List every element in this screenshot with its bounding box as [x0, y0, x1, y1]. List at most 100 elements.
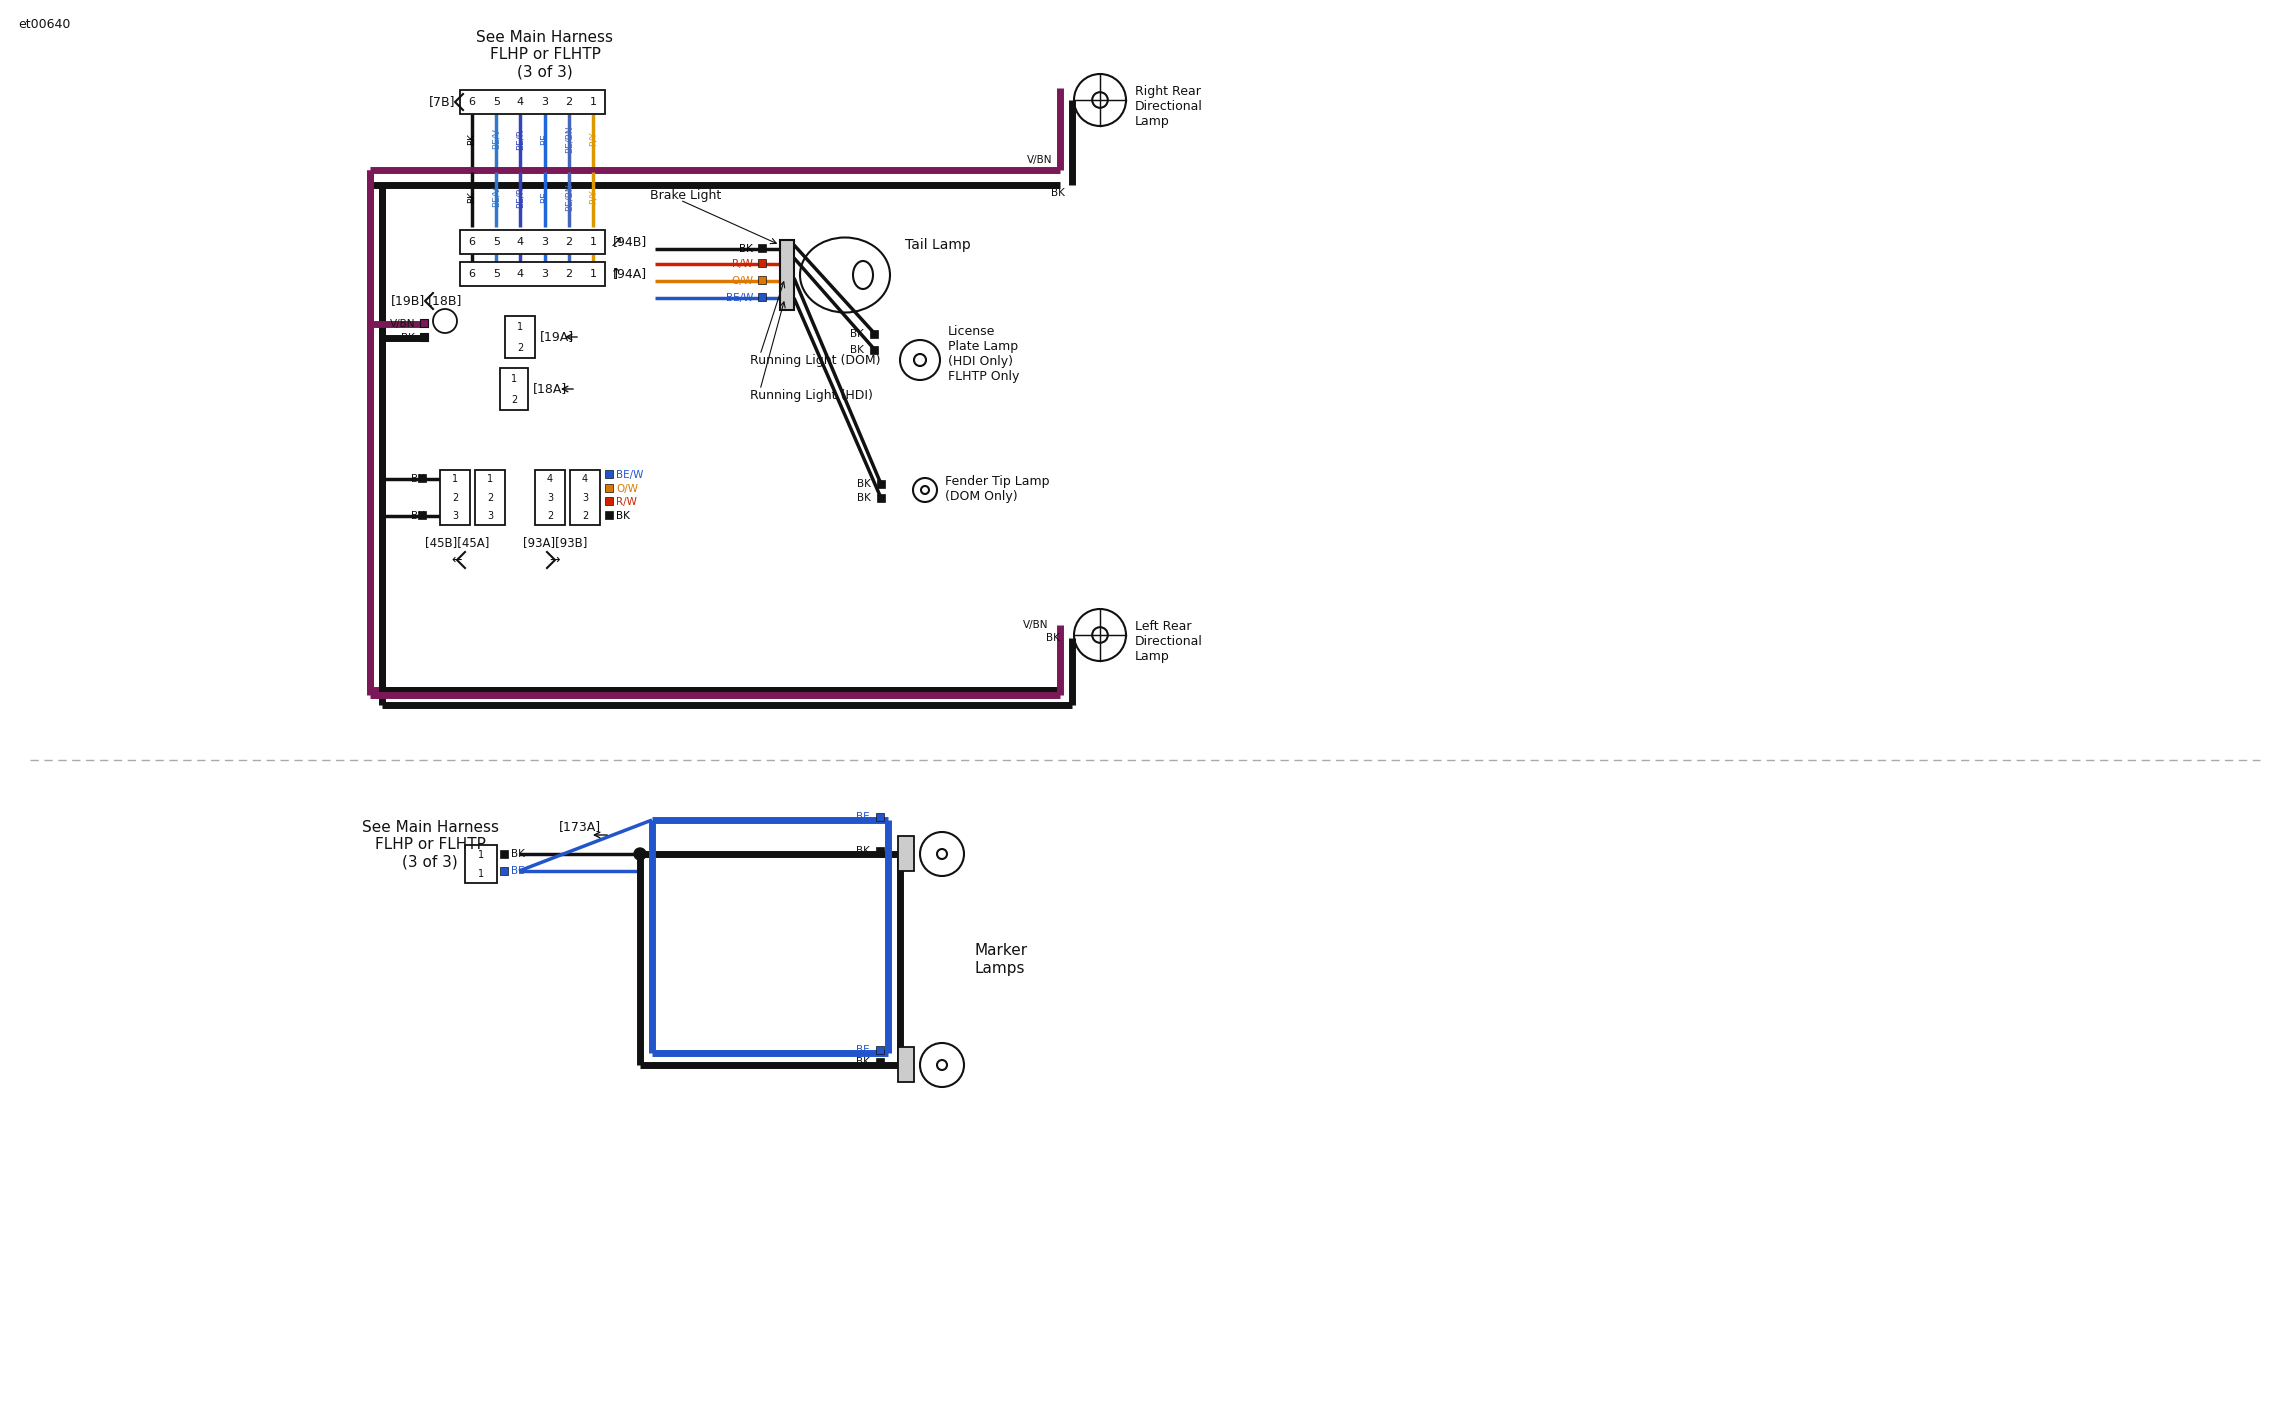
Text: 4: 4 [516, 237, 525, 247]
Text: 3: 3 [541, 97, 548, 107]
Bar [876, 814, 885, 821]
Text: et00640: et00640 [18, 19, 71, 31]
Bar [461, 262, 605, 286]
Text: 2: 2 [511, 395, 518, 405]
Text: 6: 6 [468, 237, 475, 247]
Bar [605, 470, 612, 477]
Text: 2: 2 [564, 269, 573, 279]
Text: See Main Harness
FLHP or FLHTP
(3 of 3): See Main Harness FLHP or FLHTP (3 of 3) [362, 819, 498, 869]
Bar [420, 333, 429, 341]
Text: 1: 1 [589, 237, 596, 247]
Bar [876, 480, 885, 487]
Text: 1: 1 [516, 322, 523, 332]
Text: BE: BE [855, 812, 869, 822]
Text: →: → [550, 553, 559, 567]
Text: 1: 1 [477, 849, 484, 859]
Text: ←: ← [452, 553, 463, 567]
Circle shape [633, 848, 647, 861]
Text: 3: 3 [541, 269, 548, 279]
Text: V/BN: V/BN [1023, 620, 1048, 630]
Text: 4: 4 [582, 475, 587, 485]
Text: [45B][45A]: [45B][45A] [424, 536, 488, 550]
Text: 2: 2 [452, 493, 459, 503]
Bar [465, 845, 498, 884]
Text: V/BN: V/BN [1027, 155, 1052, 165]
Bar [759, 276, 766, 284]
Text: BE/W: BE/W [725, 294, 752, 304]
Bar [461, 90, 605, 114]
Bar [876, 1057, 885, 1066]
Text: BK: BK [410, 475, 424, 485]
Text: BE/BN: BE/BN [564, 125, 573, 152]
Text: BK: BK [1046, 633, 1059, 643]
Text: [94B]: [94B] [612, 235, 647, 248]
Text: BK: BK [858, 493, 871, 503]
Bar [876, 494, 885, 502]
Text: BE/R: BE/R [516, 187, 525, 208]
Text: BE: BE [541, 133, 548, 145]
Text: 3: 3 [541, 237, 548, 247]
Bar [500, 866, 509, 875]
Text: 2: 2 [546, 510, 553, 520]
Bar [759, 294, 766, 301]
Bar [876, 1046, 885, 1054]
Text: [18B]: [18B] [429, 295, 463, 308]
Text: 3: 3 [548, 493, 553, 503]
Text: 4: 4 [516, 269, 525, 279]
Text: BE/W: BE/W [617, 470, 644, 480]
Text: [19B]: [19B] [390, 295, 424, 308]
Bar [475, 470, 504, 524]
Bar [504, 316, 534, 358]
Bar [869, 346, 878, 353]
Text: Right Rear
Directional
Lamp: Right Rear Directional Lamp [1135, 86, 1204, 128]
Bar [440, 470, 470, 524]
Text: BK: BK [617, 512, 631, 522]
Text: 3: 3 [452, 510, 459, 520]
Text: 2: 2 [516, 342, 523, 352]
Text: 2: 2 [582, 510, 587, 520]
Text: BK: BK [410, 510, 424, 520]
Text: 6: 6 [468, 269, 475, 279]
Text: Brake Light: Brake Light [649, 188, 722, 201]
Text: 2: 2 [486, 493, 493, 503]
Bar [534, 470, 564, 524]
Text: Running Light (DOM): Running Light (DOM) [750, 353, 881, 366]
Text: [19A]: [19A] [539, 331, 573, 343]
Text: Fender Tip Lamp
(DOM Only): Fender Tip Lamp (DOM Only) [945, 475, 1050, 503]
Text: BK: BK [858, 479, 871, 489]
Text: BK: BK [468, 133, 477, 145]
Text: BK: BK [738, 244, 752, 254]
Text: [93A][93B]: [93A][93B] [523, 536, 587, 550]
Bar [759, 244, 766, 252]
Bar [500, 368, 527, 410]
Text: 1: 1 [477, 868, 484, 878]
Text: 5: 5 [493, 237, 500, 247]
Text: BK: BK [855, 846, 869, 856]
Text: 1: 1 [511, 373, 516, 383]
Text: [18A]: [18A] [532, 382, 566, 396]
Bar [461, 229, 605, 254]
Text: BE: BE [855, 1045, 869, 1054]
Text: O/W: O/W [617, 483, 637, 493]
Text: BK: BK [511, 849, 525, 859]
Text: BE: BE [541, 191, 548, 202]
Bar [780, 239, 793, 311]
Text: 5: 5 [493, 269, 500, 279]
Text: 1: 1 [589, 97, 596, 107]
Text: BE/R: BE/R [516, 128, 525, 150]
Text: ↗: ↗ [610, 235, 624, 249]
Bar [899, 1047, 915, 1082]
Text: O/W: O/W [731, 276, 752, 286]
Text: BK: BK [468, 191, 477, 202]
Text: R/W: R/W [731, 259, 752, 269]
Text: 6: 6 [468, 97, 475, 107]
Text: V/BN: V/BN [390, 319, 415, 329]
Text: R/Y: R/Y [589, 131, 598, 147]
Text: R/Y: R/Y [589, 190, 598, 204]
Bar [605, 512, 612, 519]
Text: See Main Harness
FLHP or FLHTP
(3 of 3): See Main Harness FLHP or FLHTP (3 of 3) [477, 30, 615, 80]
Text: 4: 4 [516, 97, 525, 107]
Text: BK: BK [855, 1057, 869, 1067]
Text: [94A]: [94A] [612, 268, 647, 281]
Bar [759, 259, 766, 266]
